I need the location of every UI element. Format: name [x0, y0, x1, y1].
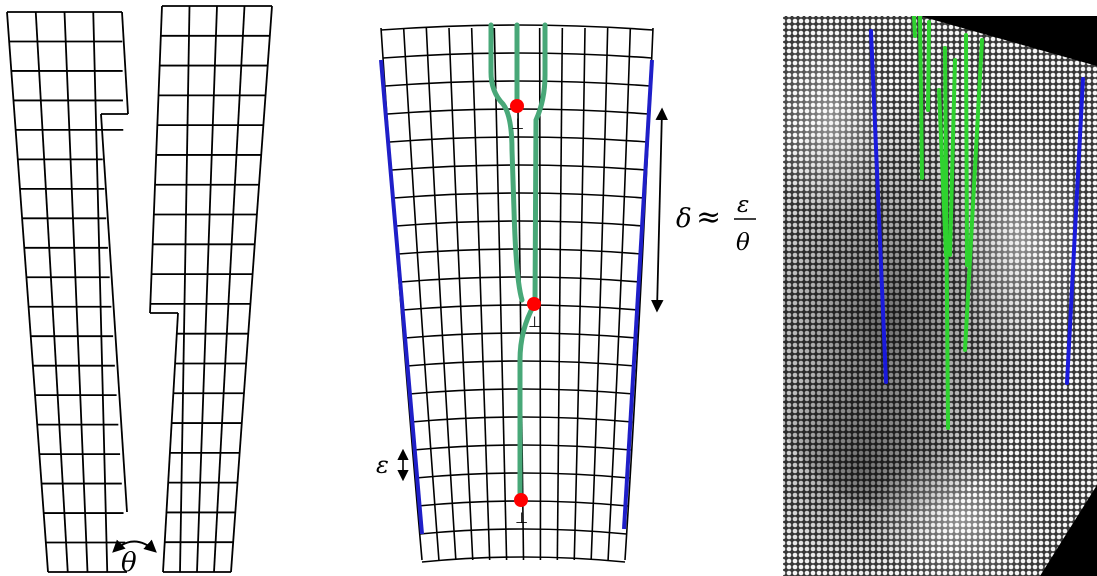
micrograph-dislocation-2	[918, 16, 924, 180]
vacuum-region-top	[920, 16, 1097, 66]
micrograph-left-boundary	[869, 29, 888, 384]
left-boundary-line	[379, 59, 424, 535]
lattice-column-line	[573, 27, 586, 561]
dislocation-symbol-bottom: ⊥	[515, 509, 528, 527]
dislocation-core-bottom	[514, 493, 528, 507]
micrograph-dislocation-3	[926, 20, 931, 112]
dislocation-cores: ⊥ ⊥ ⊥	[510, 99, 541, 527]
grid-column-line	[179, 5, 191, 573]
delta-arrow-icon	[650, 107, 669, 313]
dislocation-line-right	[532, 22, 548, 308]
epsilon-label: ε	[376, 451, 389, 479]
dislocation-symbol-top: ⊥	[511, 115, 524, 133]
grid-column-line	[92, 11, 109, 573]
micrograph-right-boundary	[1065, 77, 1085, 385]
right-boundary-line	[622, 59, 654, 530]
dislocation-core-top	[510, 99, 524, 113]
dislocation-line-left	[488, 22, 525, 303]
lattice-column-line	[425, 27, 457, 561]
lattice-column-line	[448, 27, 474, 561]
left-grain-grid	[6, 11, 129, 573]
lattice-column-line	[470, 27, 491, 561]
micrograph-panel	[783, 16, 1097, 576]
micrograph-dislocation-1	[912, 16, 917, 38]
grid-column-line	[213, 5, 246, 573]
micrograph-dislocation-6	[964, 33, 969, 267]
lattice-column-line	[402, 27, 440, 561]
lattice-column-line	[493, 27, 508, 561]
approx-sign: ≈	[696, 200, 721, 235]
bent-lattice-panel: ⊥ ⊥ ⊥ ε δ ≈ ε θ	[376, 22, 756, 563]
dislocation-symbol-middle: ⊥	[528, 313, 541, 331]
atomic-micrograph	[783, 16, 1097, 576]
grid-column-line	[121, 11, 129, 115]
lattice-column-line	[607, 27, 632, 561]
dislocation-line-bottom	[517, 302, 537, 503]
theta-label: θ	[121, 548, 137, 576]
grid-column-line	[100, 113, 128, 513]
lattice-column-line	[590, 27, 609, 561]
micrograph-dislocations	[912, 16, 984, 430]
right-grain-grid	[149, 5, 273, 573]
micrograph-boundaries	[869, 29, 1085, 385]
grid-column-line	[34, 11, 69, 573]
micrograph-dislocation-5	[948, 58, 957, 257]
micrograph-dislocation-7	[963, 38, 984, 352]
vacuum-region-bottom	[1040, 485, 1097, 576]
fraction-denominator: θ	[736, 230, 750, 256]
grid-column-line	[196, 5, 218, 573]
dislocation-core-middle	[527, 297, 541, 311]
grid-column-line	[230, 5, 273, 573]
split-grains-panel: θ	[6, 5, 273, 576]
grid-column-line	[6, 11, 49, 573]
grid-column-line	[63, 11, 89, 573]
grid-column-line	[149, 5, 163, 314]
grid-column-line	[162, 312, 179, 573]
delta-label: δ	[676, 204, 692, 234]
lattice-column-line	[556, 27, 564, 561]
micrograph-dislocation-8	[937, 88, 948, 257]
fraction-numerator: ε	[737, 192, 749, 218]
rotation-arrow-icon	[112, 539, 157, 553]
